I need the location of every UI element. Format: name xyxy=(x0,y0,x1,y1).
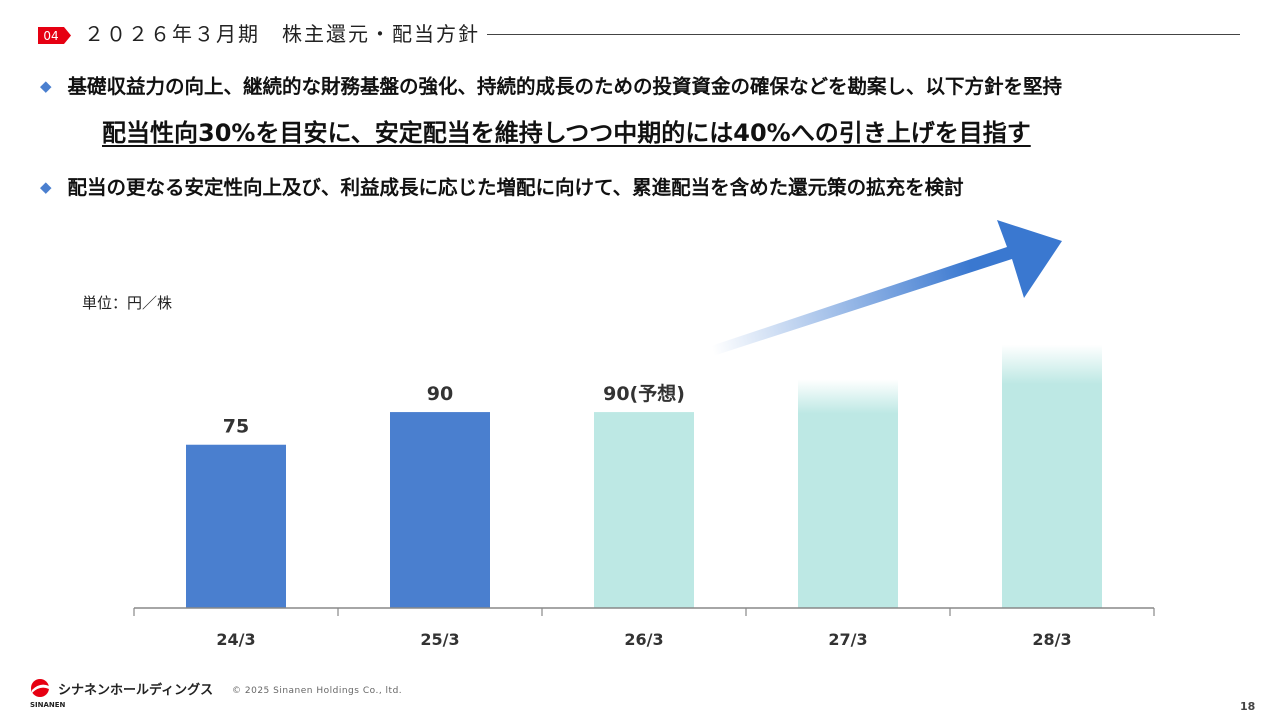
x-tick-label-25-3: 25/3 xyxy=(420,630,459,649)
growth-trend-arrow-icon xyxy=(708,220,1062,357)
title-rule xyxy=(487,34,1240,35)
data-label-24-3: 75 xyxy=(223,416,249,438)
bullet-1-text: 基礎収益力の向上、継続的な財務基盤の強化、持続的成長のための投資資金の確保などを… xyxy=(67,75,1063,98)
data-label-25-3: 90 xyxy=(427,383,453,405)
bullet-2-text: 配当の更なる安定性向上及び、利益成長に応じた増配に向けて、累進配当を含めた還元策… xyxy=(67,176,964,199)
dividend-policy-highlight: 配当性向30%を目安に、安定配当を維持しつつ中期的には40%への引き上げを目指す xyxy=(102,119,1031,147)
section-number-badge: 04 xyxy=(38,27,71,44)
bar-26-3 xyxy=(594,412,694,608)
company-logo: SINANEN シナネンホールディングス xyxy=(30,676,230,710)
page-title: ２０２６年３月期 株主還元・配当方針 xyxy=(84,22,480,46)
company-name: シナネンホールディングス xyxy=(58,682,213,698)
x-tick-label-24-3: 24/3 xyxy=(216,630,255,649)
x-tick-label-28-3: 28/3 xyxy=(1032,630,1071,649)
bullet-1: ◆ 基礎収益力の向上、継続的な財務基盤の強化、持続的成長のための投資資金の確保など… xyxy=(40,70,1062,99)
bullet-2: ◆ 配当の更なる安定性向上及び、利益成長に応じた増配に向けて、累進配当を含めた還元… xyxy=(40,171,964,200)
page-number: 18 xyxy=(1240,700,1256,713)
chart-unit-label: 単位：円／株 xyxy=(82,294,173,312)
x-tick-label-26-3: 26/3 xyxy=(624,630,663,649)
bar-27-3 xyxy=(798,379,898,608)
bar-24-3 xyxy=(186,444,286,608)
copyright-notice: © 2025 Sinanen Holdings Co., ltd. xyxy=(232,686,403,696)
diamond-bullet-icon: ◆ xyxy=(40,77,52,95)
bar-28-3 xyxy=(1002,344,1102,608)
diamond-bullet-icon: ◆ xyxy=(40,178,52,196)
x-tick-label-27-3: 27/3 xyxy=(828,630,867,649)
data-label-26-3: 90(予想) xyxy=(603,382,685,405)
company-name-en: SINANEN xyxy=(30,701,66,709)
section-number: 04 xyxy=(43,29,58,43)
bar-25-3 xyxy=(390,412,490,608)
